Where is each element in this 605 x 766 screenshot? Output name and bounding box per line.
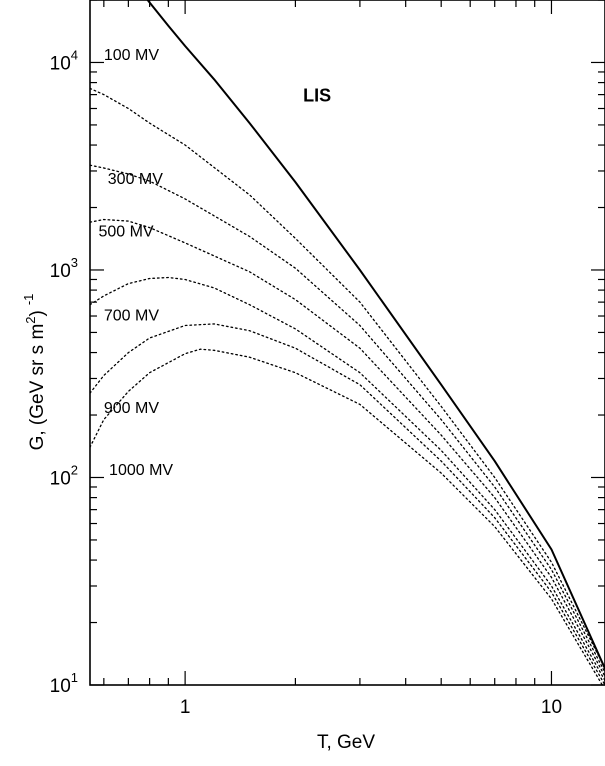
series-layer [90, 0, 605, 685]
y-axis-title: G, (GeV sr s m2) -1 [21, 294, 48, 451]
series-line-300-mv [90, 164, 605, 674]
y-tick-label-0: 101 [50, 670, 78, 697]
x-tick-label-0: 1 [180, 697, 191, 718]
series-line-100-mv [90, 87, 605, 670]
x-axis-title: T, GeV [317, 732, 375, 753]
x-tick-label-1: 10 [541, 697, 562, 718]
series-line-lis [146, 0, 605, 670]
series-label-900-mv: 900 MV [104, 400, 159, 417]
y-axis-title-close: ) [27, 310, 48, 316]
series-label-300-mv: 300 MV [108, 171, 163, 188]
axis-ticks [90, 0, 605, 686]
y-axis-title-sup2: 2 [23, 316, 38, 323]
plot-frame [89, 0, 605, 686]
y-tick-label-1: 102 [50, 462, 78, 489]
series-label-100-mv: 100 MV [104, 47, 159, 64]
y-tick-label-2: 103 [50, 255, 78, 282]
series-line-700-mv [90, 276, 605, 682]
y-tick-label-3: 104 [50, 47, 78, 74]
series-labels: LIS 100 MV 300 MV 500 MV 700 MV 900 MV 1000 MV [98, 47, 331, 479]
y-axis-title-main: G, (GeV sr s m [27, 324, 48, 451]
series-line-900-mv [90, 323, 605, 685]
y-axis-title-supm1: -1 [21, 294, 36, 306]
series-line-500-mv [90, 218, 605, 678]
series-label-1000-mv: 1000 MV [109, 462, 173, 479]
series-label-lis: LIS [303, 85, 331, 105]
series-line-1000-mv [90, 348, 604, 685]
series-label-500-mv: 500 MV [98, 223, 153, 240]
series-label-700-mv: 700 MV [104, 308, 159, 325]
svg-text:G, (GeV sr s m2)-1: G, (GeV sr s m2) -1 [21, 294, 48, 451]
tick-labels: 1 10 101 102 103 104 [50, 47, 562, 718]
